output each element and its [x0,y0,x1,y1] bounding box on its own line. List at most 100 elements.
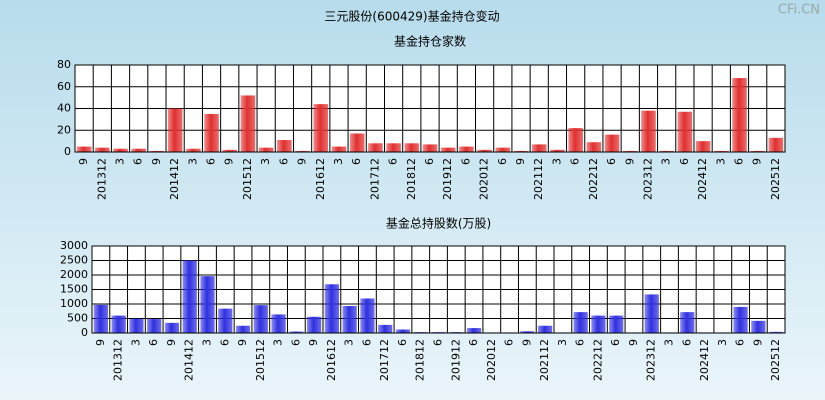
bar [768,137,784,152]
x-tick-label: 3 [660,158,673,165]
x-tick-label: 6 [503,339,516,346]
bar [95,147,110,152]
bar [182,260,197,333]
x-tick-label: 6 [218,339,231,346]
x-tick-label: 6 [147,339,160,346]
bar [307,316,322,333]
x-tick-label: 3 [129,339,142,346]
x-tick-label: 6 [732,158,745,165]
bar [271,314,286,333]
bar [659,150,674,152]
plot-border [74,64,786,153]
x-tick-label: 202212 [591,339,604,381]
bar [395,329,411,333]
x-tick-label: 202312 [641,158,654,200]
bar [404,143,420,152]
bar [131,148,146,152]
bar [520,331,535,333]
bar [167,108,183,152]
bar [313,104,329,152]
x-tick-label: 201412 [168,158,181,200]
x-tick-label: 3 [272,339,285,346]
x-tick-label: 9 [165,339,178,346]
x-tick-label: 201612 [314,158,327,200]
bar [324,284,339,333]
bar [440,147,456,152]
bar [235,325,251,333]
x-tick-label: 6 [605,158,618,165]
bar [378,324,393,333]
y-tick-label: 1000 [60,297,88,310]
x-tick-label: 3 [114,158,127,165]
x-tick-label: 6 [205,158,218,165]
x-tick-label: 201512 [241,158,254,200]
x-tick-label: 9 [627,339,640,346]
x-tick-label: 202512 [769,339,782,381]
x-tick-label: 201312 [95,158,108,200]
x-tick-label: 202412 [698,339,711,381]
bar [186,148,201,152]
bar [111,315,126,333]
x-tick-label: 9 [751,339,764,346]
x-tick-label: 201712 [378,339,391,381]
chart-title: 基金总持股数(万股) [386,216,491,231]
y-tick-label: 3000 [60,239,88,252]
bar [253,305,268,333]
bar [604,134,620,152]
x-tick-label: 202512 [769,158,782,200]
x-tick-label: 6 [569,158,582,165]
x-tick-label: 9 [623,158,636,165]
x-tick-label: 202412 [696,158,709,200]
x-tick-label: 9 [751,158,764,165]
bar [459,146,474,152]
x-tick-label: 9 [223,158,236,165]
x-tick-label: 201912 [441,158,454,200]
bar [677,111,693,152]
x-tick-label: 6 [360,339,373,346]
x-tick-label: 201812 [414,339,427,381]
x-tick-label: 6 [678,158,691,165]
bar [466,328,482,333]
x-tick-label: 3 [343,339,356,346]
bar [76,146,92,152]
bar [751,320,766,333]
bar [680,312,695,333]
bar [769,331,784,333]
x-tick-label: 6 [609,339,622,346]
y-tick-label: 500 [67,312,88,325]
bar [368,143,383,152]
x-tick-label: 202112 [532,158,545,200]
bar [732,78,747,152]
x-tick-label: 9 [296,158,309,165]
y-tick-label: 2000 [60,268,88,281]
y-tick-label: 40 [57,102,71,115]
x-tick-label: 6 [496,158,509,165]
bar [204,113,219,152]
x-tick-label: 9 [307,339,320,346]
x-tick-label: 202012 [485,339,498,381]
x-tick-label: 9 [236,339,249,346]
bar [360,298,375,333]
x-tick-label: 3 [714,158,727,165]
x-tick-label: 6 [734,339,747,346]
x-tick-label: 201512 [254,339,267,381]
bar [750,150,765,152]
x-tick-label: 3 [550,158,563,165]
x-tick-label: 3 [716,339,729,346]
bar [538,325,553,333]
bar [609,315,624,333]
bar [295,150,310,152]
x-tick-label: 6 [396,339,409,346]
bar [240,95,256,152]
bar [218,308,233,333]
x-tick-label: 201412 [183,339,196,381]
x-tick-label: 202312 [645,339,658,381]
bar [386,143,401,152]
bar [342,306,357,333]
bar [714,150,729,152]
bar [531,144,547,152]
x-tick-label: 3 [556,339,569,346]
bar [147,319,162,333]
x-tick-label: 202112 [538,339,551,381]
